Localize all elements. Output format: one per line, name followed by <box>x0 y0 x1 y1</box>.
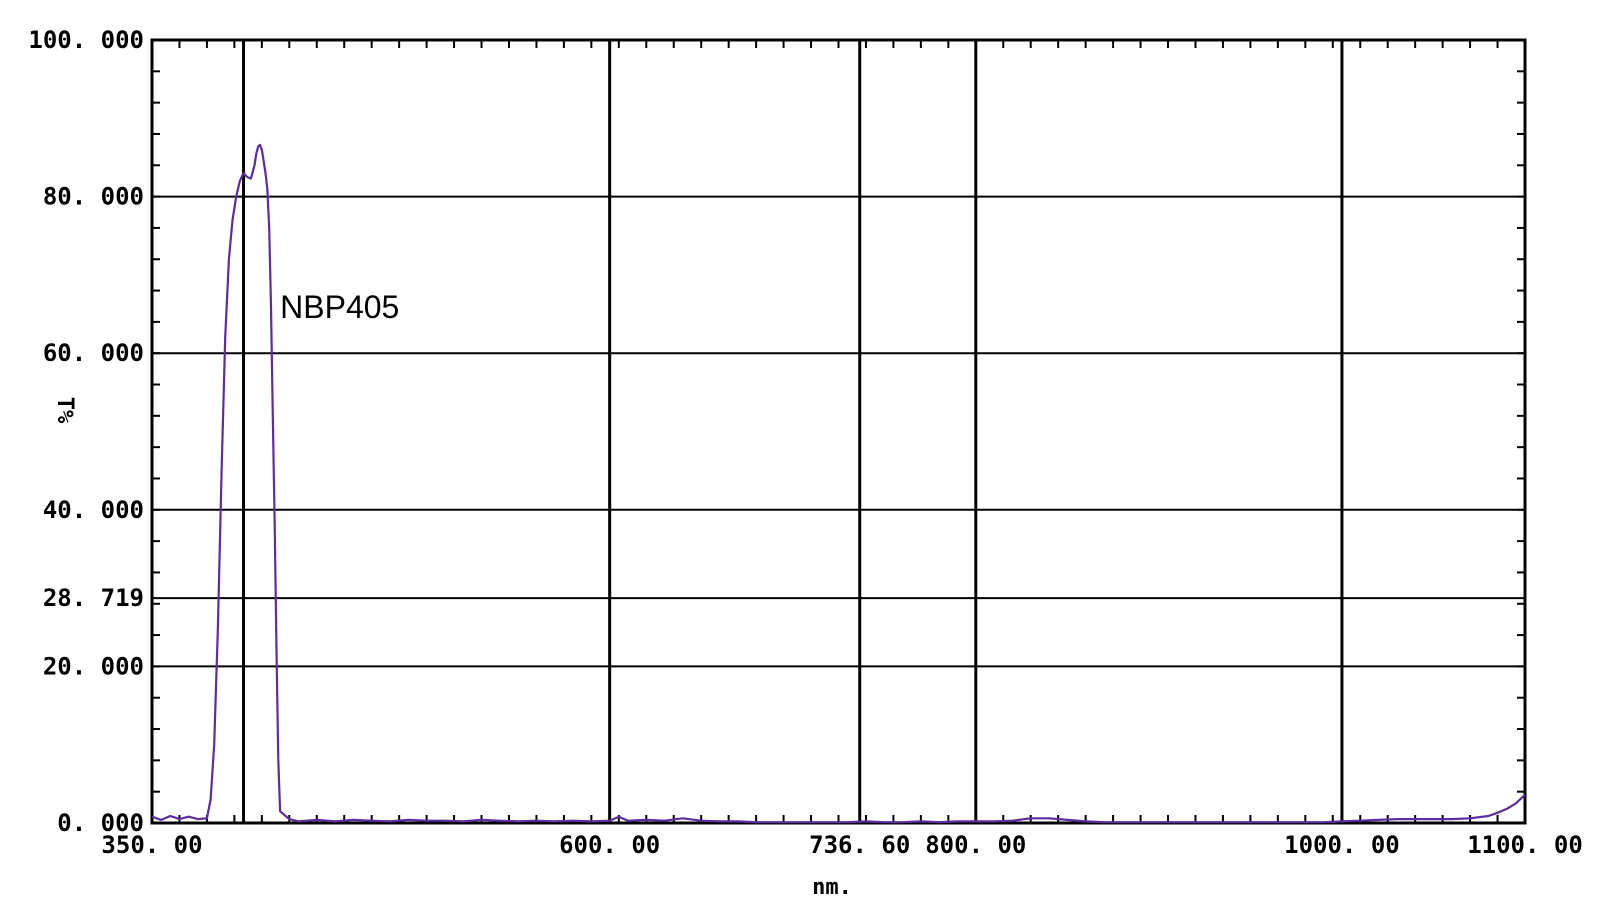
x-tick-label: 1100. 00 <box>1467 831 1583 859</box>
y-axis-title: T% <box>52 397 77 424</box>
plot-border <box>150 38 1527 825</box>
y-tick-label: 0. 000 <box>57 809 144 837</box>
y-tick-label: 20. 000 <box>43 652 144 680</box>
grid <box>152 40 1525 823</box>
x-tick-label: 800. 00 <box>925 831 1026 859</box>
x-axis: 350. 00 600. 00 736. 60 800. 00 1000. 00 1100… <box>101 831 1582 859</box>
x-tick-label: 736. 60 <box>809 831 910 859</box>
y-tick-label: 28. 719 <box>43 584 144 612</box>
series-annotation: NBP405 <box>280 289 399 325</box>
x-tick-label: 350. 00 <box>101 831 202 859</box>
plot-frame <box>150 38 1527 825</box>
y-tick-label: 40. 000 <box>43 496 144 524</box>
y-axis: 0. 000 20. 000 28. 719 40. 000 60. 000 80. 00… <box>28 26 144 837</box>
x-tick-label: 600. 00 <box>559 831 660 859</box>
y-tick-label: 60. 000 <box>43 339 144 367</box>
x-axis-title: nm. <box>812 875 852 900</box>
y-tick-label: 80. 000 <box>43 183 144 211</box>
series-layer <box>151 143 1526 824</box>
x-tick-label: 1000. 00 <box>1284 831 1400 859</box>
y-tick-label: 100. 000 <box>28 26 144 54</box>
series-line <box>151 143 1526 824</box>
